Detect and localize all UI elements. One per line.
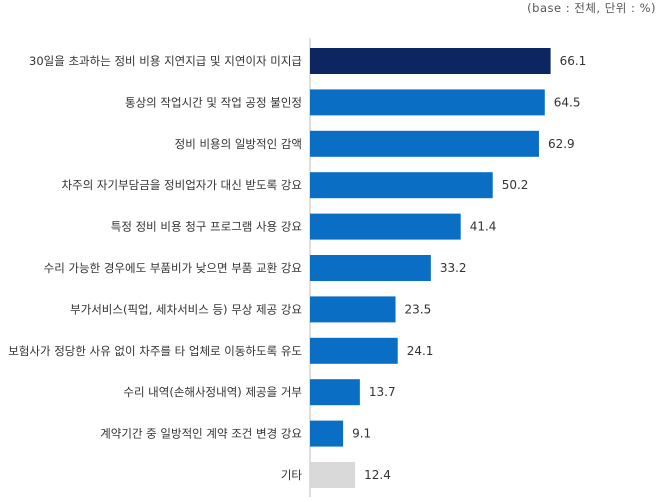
value-label: 62.9 <box>548 137 575 151</box>
bar <box>310 296 396 323</box>
value-label: 23.5 <box>405 302 432 316</box>
value-label: 66.1 <box>560 54 587 68</box>
category-label: 수리 내역(손해사정내역) 제공을 거부 <box>123 385 302 399</box>
value-label: 50.2 <box>502 178 529 192</box>
category-label: 수리 가능한 경우에도 부품비가 낮으면 부품 교환 강요 <box>44 261 302 275</box>
bar <box>310 213 461 240</box>
value-label: 24.1 <box>407 344 434 358</box>
bar <box>310 130 539 157</box>
bar <box>310 462 356 488</box>
bar <box>310 337 398 364</box>
category-label: 30일을 초과하는 정비 비용 지연지급 및 지연이자 미지급 <box>29 54 302 68</box>
category-label: 정비 비용의 일방적인 감액 <box>175 137 302 151</box>
value-label: 13.7 <box>369 385 396 399</box>
value-label: 12.4 <box>364 468 391 482</box>
category-label: 기타 <box>281 468 303 482</box>
bar <box>310 172 493 199</box>
bar <box>310 48 551 74</box>
category-label: 보험사가 정당한 사유 없이 차주를 타 업체로 이동하도록 유도 <box>8 344 302 358</box>
value-label: 41.4 <box>470 220 497 234</box>
bar <box>310 89 545 116</box>
bar <box>310 255 431 281</box>
value-label: 64.5 <box>554 95 581 109</box>
value-label: 9.1 <box>352 427 371 441</box>
base-unit-note: (base : 전체, 단위 : %) <box>527 1 656 15</box>
category-label: 통상의 작업시간 및 작업 공정 불인정 <box>125 95 302 109</box>
category-label: 특정 정비 비용 청구 프로그램 사용 강요 <box>111 220 302 234</box>
category-label: 계약기간 중 일방적인 계약 조건 변경 강요 <box>100 427 302 441</box>
value-label: 33.2 <box>440 261 467 275</box>
bar <box>310 379 360 406</box>
bar <box>310 420 344 447</box>
category-label: 부가서비스(픽업, 세차서비스 등) 무상 제공 강요 <box>70 302 302 316</box>
category-label: 차주의 자기부담금을 정비업자가 대신 받도록 강요 <box>62 178 302 192</box>
